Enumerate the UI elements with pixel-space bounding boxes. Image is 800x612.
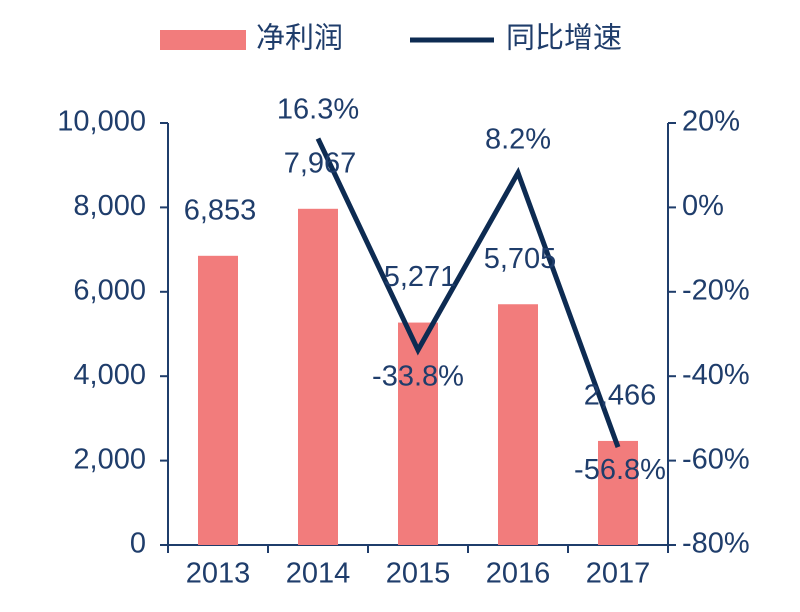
y2-tick-label: 0% [682,190,724,222]
data-label: 8.2% [485,123,551,155]
y2-tick-label: -80% [682,528,750,560]
y2-tick-label: -60% [682,443,750,475]
y2-tick-label: 20% [682,106,740,138]
y-tick-label: 0 [130,528,146,560]
y-tick-label: 10,000 [57,106,146,138]
x-tick-label: 2016 [486,558,551,590]
data-label: 16.3% [277,93,359,125]
y-tick-label: 4,000 [73,359,146,391]
legend-label: 同比增速 [506,22,622,55]
bar [398,322,438,545]
x-tick-label: 2017 [586,558,651,590]
data-label: 7,967 [284,147,357,179]
legend-swatch [160,30,246,50]
y2-tick-label: -20% [682,274,750,306]
data-label: 6,853 [184,194,257,226]
bar [498,304,538,545]
legend-label: 净利润 [256,22,343,55]
x-tick-label: 2013 [186,558,251,590]
y-tick-label: 2,000 [73,443,146,475]
bar [598,440,638,545]
y-tick-label: 6,000 [73,274,146,306]
bar [198,255,238,545]
y-tick-label: 8,000 [73,190,146,222]
data-label: -33.8% [372,361,464,393]
line [315,137,621,448]
data-label: 2,466 [584,380,657,412]
data-label: 5,705 [484,243,557,275]
bar [298,208,338,545]
data-label: 5,271 [384,261,457,293]
x-tick-label: 2015 [386,558,451,590]
data-label: -56.8% [574,454,666,486]
y2-tick-label: -40% [682,359,750,391]
x-tick-label: 2014 [286,558,351,590]
